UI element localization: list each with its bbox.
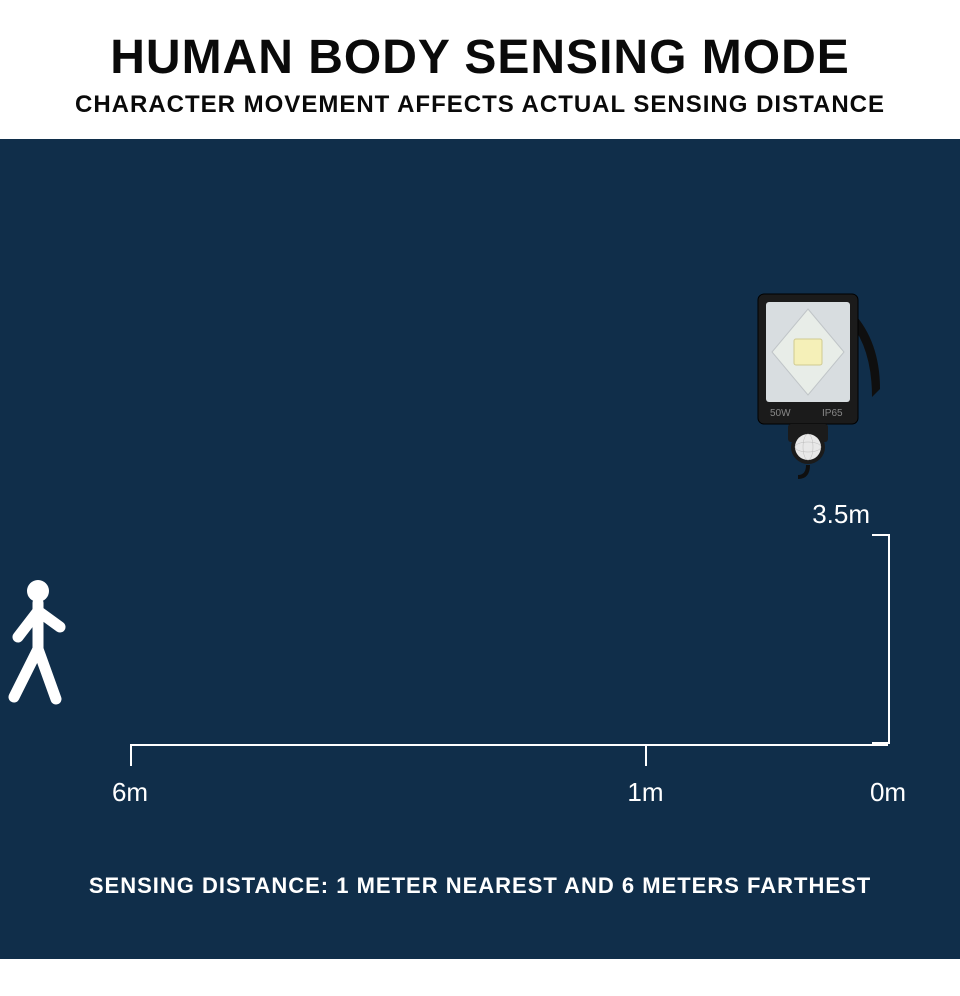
height-label: 3.5m <box>812 499 870 530</box>
diagram-area: 50W IP65 3.5m 6m 1m 0m SENSING DISTANCE:… <box>0 139 960 959</box>
page-subtitle: CHARACTER MOVEMENT AFFECTS ACTUAL SENSIN… <box>20 91 940 119</box>
scale-label-6m: 6m <box>112 777 148 808</box>
distance-scale: 6m 1m 0m <box>130 729 888 769</box>
scale-line <box>130 744 888 746</box>
scale-label-0m: 0m <box>870 777 906 808</box>
scale-tick <box>645 744 647 766</box>
walking-person-icon <box>0 579 70 709</box>
scale-label-1m: 1m <box>627 777 663 808</box>
height-bracket <box>872 534 890 744</box>
header: HUMAN BODY SENSING MODE CHARACTER MOVEME… <box>0 0 960 139</box>
footer-text: SENSING DISTANCE: 1 METER NEAREST AND 6 … <box>0 873 960 899</box>
floodlight-icon: 50W IP65 <box>750 289 890 479</box>
page-title: HUMAN BODY SENSING MODE <box>20 30 940 85</box>
svg-text:50W: 50W <box>770 408 791 419</box>
scale-tick <box>130 744 132 766</box>
svg-text:IP65: IP65 <box>822 408 843 419</box>
